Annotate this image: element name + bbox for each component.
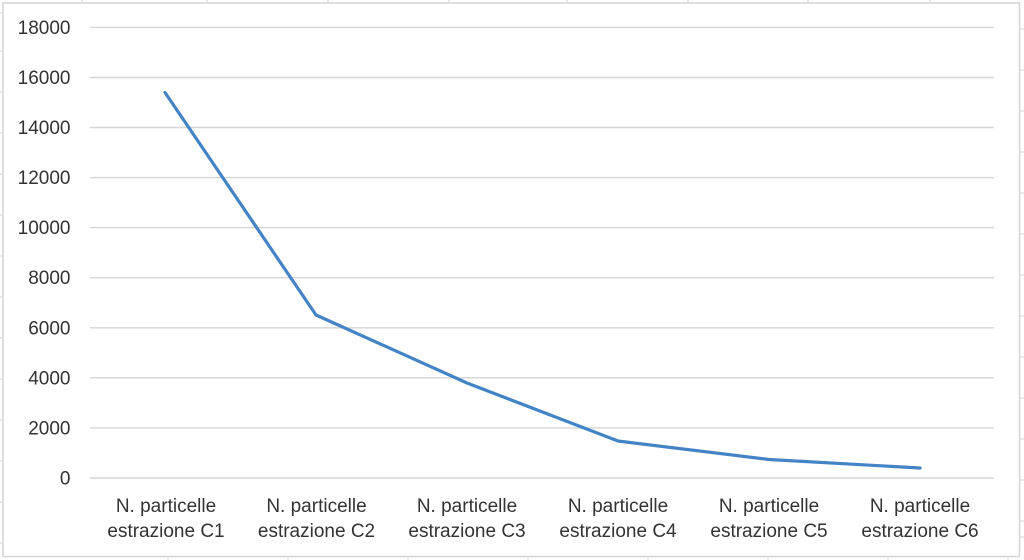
svg-text:12000: 12000 <box>18 168 71 189</box>
svg-text:14000: 14000 <box>18 118 71 139</box>
svg-text:10000: 10000 <box>18 218 71 239</box>
svg-text:0: 0 <box>60 469 71 490</box>
svg-text:estrazione C3: estrazione C3 <box>408 521 525 542</box>
svg-text:N. particelle: N. particelle <box>266 496 366 517</box>
svg-text:estrazione C4: estrazione C4 <box>559 521 677 542</box>
svg-text:N. particelle: N. particelle <box>719 496 819 517</box>
svg-text:N. particelle: N. particelle <box>568 496 668 517</box>
svg-text:N. particelle: N. particelle <box>116 496 216 517</box>
svg-text:N. particelle: N. particelle <box>870 496 970 517</box>
svg-text:estrazione C2: estrazione C2 <box>258 521 375 542</box>
svg-text:2000: 2000 <box>28 418 70 439</box>
svg-text:estrazione C5: estrazione C5 <box>710 521 827 542</box>
svg-text:6000: 6000 <box>28 318 70 339</box>
svg-text:16000: 16000 <box>18 68 71 89</box>
svg-text:8000: 8000 <box>28 268 70 289</box>
svg-text:N. particelle: N. particelle <box>417 496 517 517</box>
svg-text:18000: 18000 <box>18 18 71 39</box>
svg-text:estrazione C6: estrazione C6 <box>861 521 978 542</box>
svg-text:4000: 4000 <box>28 368 70 389</box>
svg-text:estrazione C1: estrazione C1 <box>107 521 224 542</box>
